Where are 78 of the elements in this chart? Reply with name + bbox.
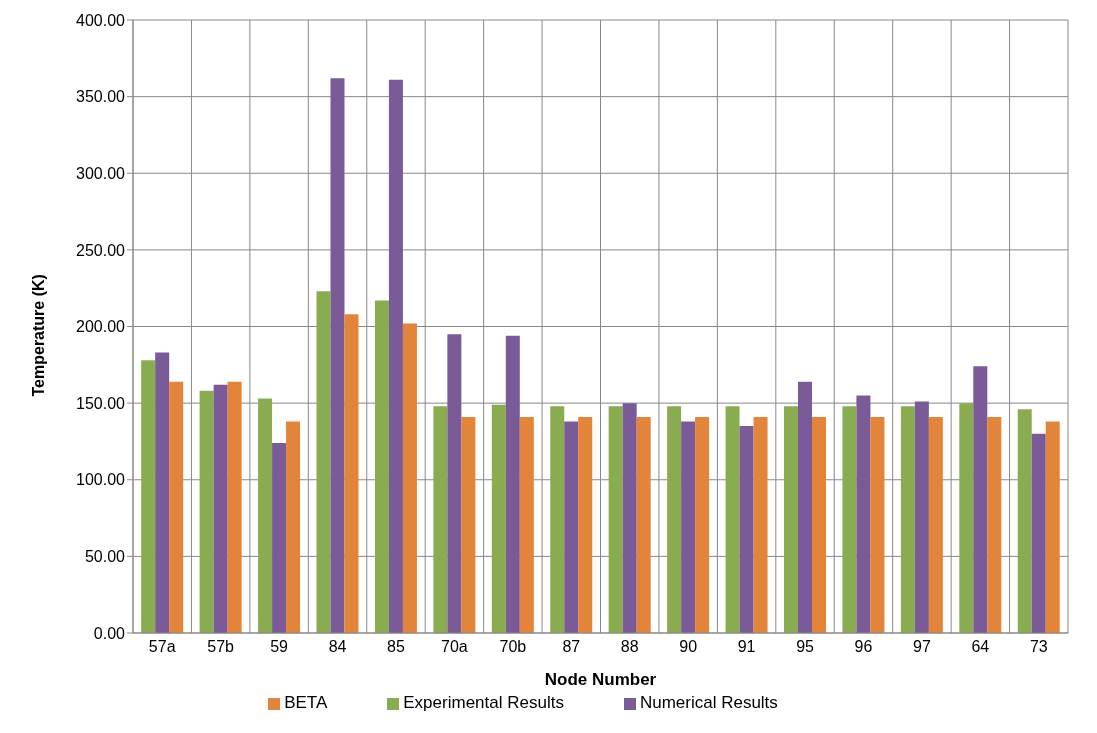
y-tick-label: 300.00 — [76, 164, 126, 182]
x-tick-label: 97 — [913, 638, 931, 656]
bar — [141, 360, 156, 633]
bar — [461, 416, 476, 633]
x-tick-label: 85 — [387, 638, 405, 656]
bar — [811, 416, 826, 633]
bar — [519, 416, 534, 633]
y-tick-label: 200.00 — [76, 318, 126, 336]
legend-label: Numerical Results — [639, 693, 778, 712]
bar — [681, 421, 696, 633]
bar — [433, 406, 448, 633]
bar — [258, 398, 273, 633]
bar — [564, 421, 579, 633]
bar — [636, 416, 651, 633]
x-tick-label: 64 — [971, 638, 990, 656]
bar — [1017, 409, 1032, 633]
legend-label: Experimental Results — [403, 693, 564, 712]
bar — [928, 416, 943, 633]
y-tick-label: 250.00 — [76, 241, 126, 259]
bar — [739, 426, 754, 633]
x-tick-label: 57b — [207, 638, 235, 656]
y-tick-label: 100.00 — [76, 471, 126, 489]
bar — [155, 352, 170, 633]
y-tick-label: 350.00 — [76, 88, 126, 106]
x-tick-label: 57a — [148, 638, 176, 656]
bar — [622, 403, 637, 633]
bar — [330, 78, 345, 633]
bar — [1045, 421, 1060, 633]
bar — [783, 406, 798, 633]
bar — [388, 79, 403, 633]
bar — [870, 416, 885, 633]
x-tick-label: 87 — [562, 638, 581, 656]
bar — [169, 381, 184, 633]
x-tick-label: 95 — [796, 638, 815, 656]
bar — [402, 323, 417, 633]
y-tick-label: 150.00 — [76, 394, 126, 412]
x-tick-label: 91 — [737, 638, 756, 656]
x-tick-label: 90 — [679, 638, 698, 656]
x-tick-label: 96 — [854, 638, 873, 656]
bar — [286, 421, 301, 633]
bar — [550, 406, 565, 633]
bar — [316, 291, 331, 633]
bar — [505, 335, 520, 633]
bar — [667, 406, 682, 633]
x-tick-label: 70a — [441, 638, 468, 656]
bar — [213, 384, 228, 633]
bar — [987, 416, 1002, 633]
bar — [959, 403, 974, 633]
bar — [725, 406, 740, 633]
x-tick-label: 84 — [328, 638, 347, 656]
y-axis-title: Temperature (K) — [29, 274, 47, 397]
bar — [973, 366, 988, 633]
y-tick-label: 50.00 — [84, 548, 126, 566]
bar — [797, 381, 812, 633]
y-tick-label: 400.00 — [76, 11, 126, 29]
bar — [227, 381, 242, 633]
bar — [199, 390, 214, 633]
x-tick-label: 70b — [499, 638, 527, 656]
x-tick-label: 59 — [270, 638, 289, 656]
bar — [344, 314, 359, 633]
y-tick-label: 0.00 — [93, 624, 126, 642]
bar — [578, 416, 593, 633]
bar — [374, 300, 389, 633]
bar — [272, 442, 287, 633]
bar — [914, 401, 929, 633]
x-axis-title: Node Number — [544, 670, 657, 689]
bar — [447, 334, 462, 633]
bar — [1031, 433, 1046, 633]
bar — [753, 416, 768, 633]
legend-label: BETA — [284, 693, 328, 712]
x-tick-label: 88 — [620, 638, 639, 656]
bar — [856, 395, 871, 633]
bar — [491, 404, 506, 633]
x-tick-label: 73 — [1029, 638, 1048, 656]
bar — [842, 406, 857, 633]
bar — [608, 406, 623, 633]
bar — [695, 416, 710, 633]
bar — [900, 406, 915, 633]
